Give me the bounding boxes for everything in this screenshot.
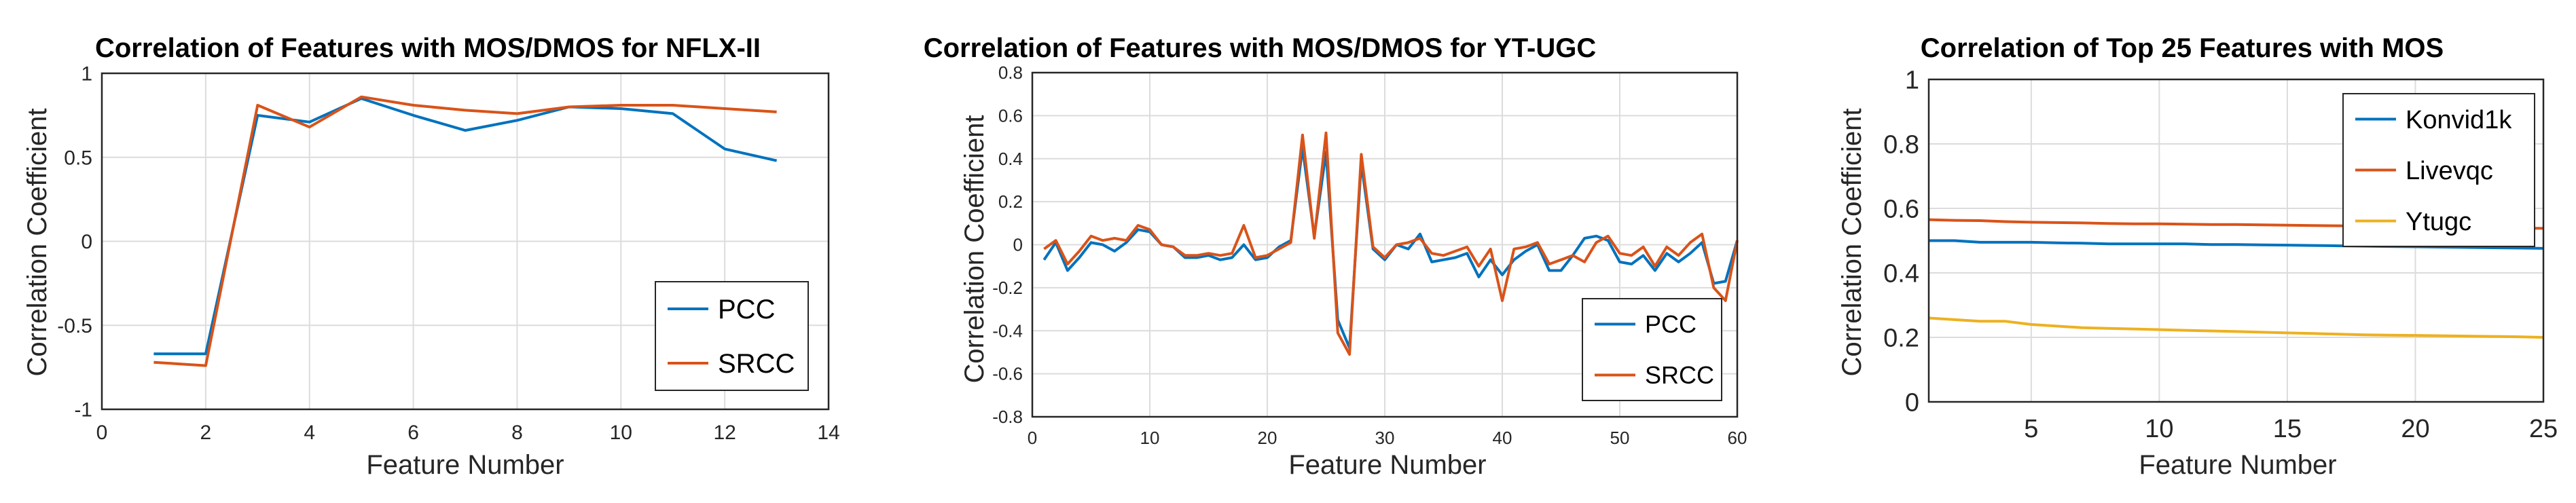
y-tick-label: -1	[74, 399, 92, 422]
series-lines	[153, 95, 778, 367]
x-axis-label: Feature Number	[2139, 450, 2336, 480]
y-tick-label: 0	[81, 231, 92, 253]
x-tick-label: 0	[96, 422, 108, 444]
plot-frame	[101, 72, 830, 411]
x-tick-label: 5	[2024, 415, 2038, 443]
legend-label: SRCC	[718, 349, 795, 379]
x-tick-label: 60	[1728, 428, 1747, 448]
y-tick-label: -0.8	[992, 407, 1023, 427]
y-axis-label: Correlation Coefficient	[1837, 108, 1867, 376]
x-tick-labels: 5 10 15 20 25	[2024, 415, 2558, 443]
legend-label: Ytugc	[2406, 208, 2471, 236]
y-axis-label: Correlation Coefficient	[960, 115, 990, 383]
x-tick-label: 0	[1028, 428, 1037, 448]
y-tick-label: 0	[1905, 388, 1919, 417]
y-tick-label: 0.6	[1883, 195, 1919, 223]
chart-nflx-ii: Correlation of Features with MOS/DMOS fo…	[22, 33, 840, 480]
y-tick-labels: -0.8 -0.6 -0.4 -0.2 0 0.2 0.4 0.6 0.8	[992, 62, 1023, 427]
x-tick-label: 10	[1140, 428, 1160, 448]
y-tick-label: 0.2	[1883, 324, 1919, 352]
y-tick-label: 0.8	[998, 62, 1023, 83]
x-tick-labels: 0 10 20 30 40 50 60	[1028, 428, 1747, 448]
y-tick-label: -0.2	[992, 278, 1023, 298]
y-tick-label: 0.5	[64, 147, 92, 169]
plot-frame	[1927, 78, 2545, 403]
x-tick-label: 12	[713, 422, 736, 444]
x-tick-label: 4	[304, 422, 315, 444]
series-lines	[1042, 131, 1739, 356]
legend-label: Konvid1k	[2406, 106, 2512, 134]
x-tick-label: 14	[817, 422, 839, 444]
x-tick-label: 10	[610, 422, 632, 444]
y-tick-label: 0.8	[1883, 130, 1919, 159]
y-tick-label: -0.4	[992, 320, 1023, 341]
x-tick-label: 8	[511, 422, 523, 444]
chart-top-25: Correlation of Top 25 Features with MOS …	[1837, 33, 2558, 480]
y-tick-label: 0.4	[1883, 259, 1919, 288]
legend-label: SRCC	[1645, 361, 1714, 389]
y-tick-label: 1	[1905, 66, 1919, 94]
x-tick-label: 40	[1493, 428, 1512, 448]
chart-title: Correlation of Top 25 Features with MOS	[1921, 33, 2444, 63]
series-line-ytugc	[1928, 316, 2544, 339]
y-tick-labels: 0 0.2 0.4 0.6 0.8 1	[1883, 66, 1919, 417]
x-tick-label: 20	[2401, 415, 2429, 443]
chart-title: Correlation of Features with MOS/DMOS fo…	[924, 33, 1596, 63]
x-tick-labels: 0 2 4 6 8 10 12 14	[96, 422, 840, 444]
y-axis-label: Correlation Coefficient	[22, 108, 52, 376]
legend-label: Livevqc	[2406, 157, 2493, 185]
x-tick-label: 15	[2273, 415, 2302, 443]
x-tick-label: 25	[2529, 415, 2558, 443]
x-tick-label: 10	[2145, 415, 2173, 443]
y-tick-label: 0.4	[998, 149, 1023, 169]
chart-title: Correlation of Features with MOS/DMOS fo…	[95, 33, 761, 63]
x-tick-label: 2	[200, 422, 212, 444]
legend-label: PCC	[718, 295, 775, 324]
y-tick-label: 0.6	[998, 105, 1023, 126]
legend: PCC SRCC	[655, 281, 809, 391]
x-tick-label: 30	[1375, 428, 1395, 448]
series-line-pcc	[153, 97, 778, 356]
y-tick-label: 0.2	[998, 191, 1023, 212]
x-axis-label: Feature Number	[366, 450, 564, 480]
y-tick-label: -0.5	[57, 315, 92, 337]
y-tick-labels: -1 -0.5 0 0.5 1	[57, 63, 92, 422]
series-line-srcc	[153, 95, 777, 367]
series-line-srcc	[1043, 131, 1739, 356]
plot-frame	[1031, 71, 1739, 418]
y-tick-label: 0	[1013, 235, 1023, 255]
legend: Konvid1k Livevqc Ytugc	[2342, 93, 2535, 247]
chart-yt-ugc: Correlation of Features with MOS/DMOS fo…	[924, 33, 1747, 480]
y-tick-label: -0.6	[992, 364, 1023, 384]
legend-box	[1582, 298, 1722, 401]
x-axis-label: Feature Number	[1288, 450, 1486, 480]
y-tick-label: 1	[81, 63, 92, 86]
legend-box	[655, 281, 809, 391]
legend-label: PCC	[1645, 310, 1697, 338]
legend: PCC SRCC	[1582, 298, 1722, 401]
x-tick-label: 6	[407, 422, 419, 444]
x-tick-label: 50	[1610, 428, 1630, 448]
x-tick-label: 20	[1258, 428, 1277, 448]
